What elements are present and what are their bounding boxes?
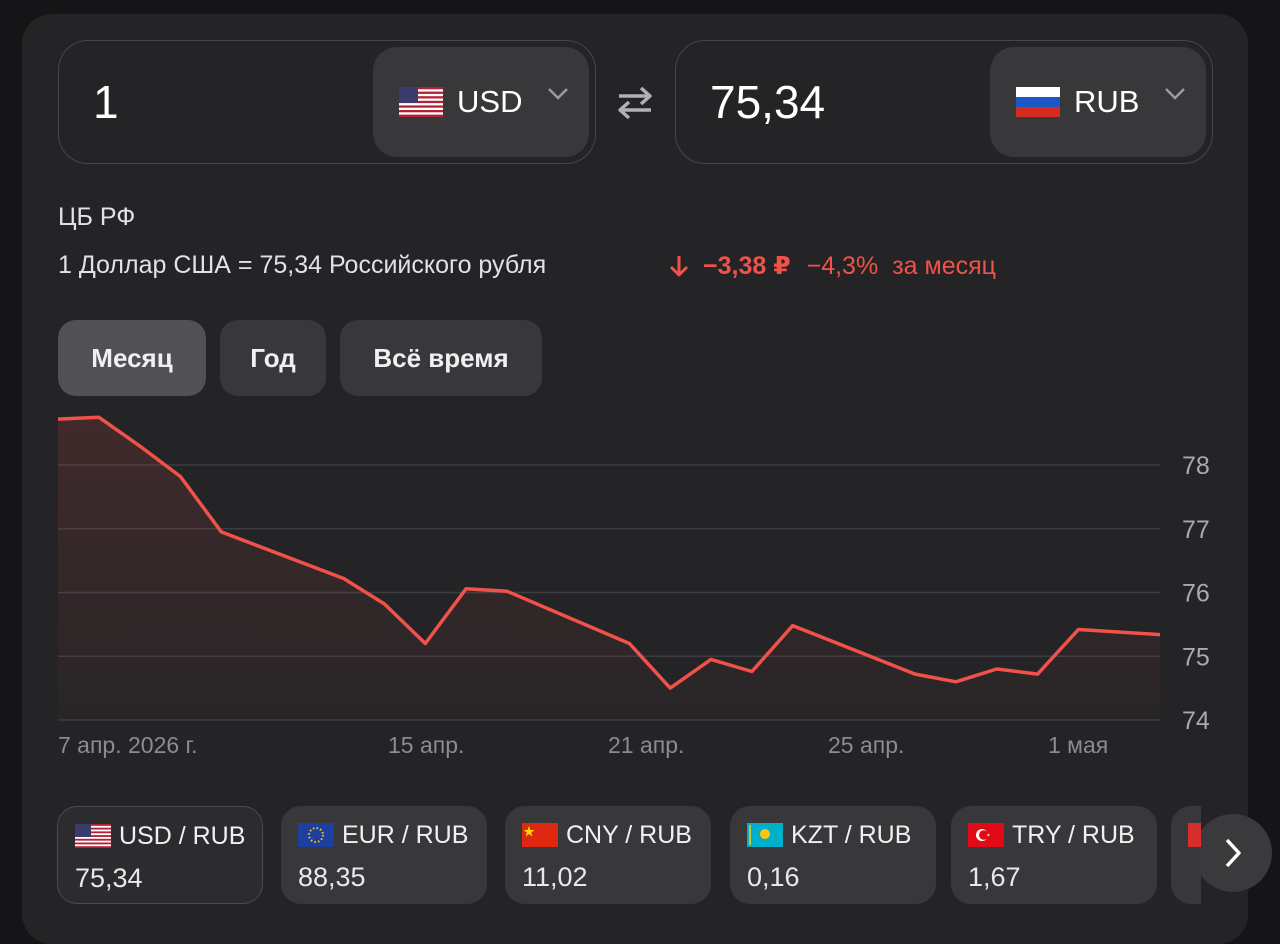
from-currency-code: USD — [457, 84, 523, 119]
pair-title: EUR / RUB — [298, 820, 487, 850]
chevron-down-icon — [547, 87, 569, 106]
change-period: за месяц — [892, 251, 996, 280]
ru-flag-icon — [1016, 87, 1060, 117]
x-tick-label: 21 апр. — [608, 732, 684, 758]
pair-title: USD / RUB — [75, 821, 262, 851]
from-amount-box: USD — [58, 40, 596, 164]
pair-card-try[interactable]: TRY / RUB 1,67 — [951, 806, 1157, 904]
pair-card-kzt[interactable]: KZT / RUB 0,16 — [730, 806, 936, 904]
pair-rate-value: 0,16 — [747, 862, 800, 892]
pair-card-cny[interactable]: CNY / RUB 11,02 — [505, 806, 711, 904]
us-flag-icon — [75, 824, 111, 848]
x-tick-label: 25 апр. — [828, 732, 904, 758]
pair-title: KZT / RUB — [747, 820, 936, 850]
rate-source-label: ЦБ РФ — [58, 203, 136, 231]
arrow-down-icon — [667, 253, 691, 279]
us-flag-icon — [399, 87, 443, 117]
pair-rate-value: 75,34 — [75, 863, 143, 893]
pair-title: TRY / RUB — [968, 820, 1157, 850]
rate-area — [58, 417, 1160, 720]
pair-rate-value: 11,02 — [522, 862, 588, 892]
kz-flag-icon — [747, 823, 783, 847]
pair-label: TRY / RUB — [1012, 820, 1135, 849]
x-tick-label: 1 мая — [1048, 732, 1108, 758]
change-percent: −4,3% — [806, 251, 879, 280]
pair-label: KZT / RUB — [791, 820, 912, 849]
pair-rate-value: 88,35 — [298, 862, 366, 892]
y-tick-label: 74 — [1182, 707, 1210, 735]
to-currency-code: RUB — [1074, 84, 1140, 119]
x-tick-label: 7 апр. 2026 г. — [58, 732, 198, 758]
change-absolute: −3,38 ₽ — [703, 252, 791, 280]
converter-card — [22, 14, 1248, 944]
flag-icon — [1188, 823, 1201, 847]
y-tick-label: 76 — [1182, 580, 1210, 608]
y-tick-label: 77 — [1182, 516, 1210, 544]
pair-title: CNY / RUB — [522, 820, 711, 850]
eu-flag-icon — [298, 823, 334, 847]
pair-label: CNY / RUB — [566, 820, 692, 849]
y-tick-label: 78 — [1182, 452, 1210, 480]
rate-chart: 74 75 76 77 78 7 апр. 2026 г. 15 апр. 21 апр. 2… — [57, 415, 1210, 758]
pair-rate-value: 1,67 — [968, 862, 1021, 892]
period-month-button[interactable]: Месяц — [58, 320, 206, 396]
to-amount-box: RUB — [675, 40, 1213, 164]
rate-line-series — [57, 415, 1161, 690]
to-currency-select[interactable]: RUB — [990, 47, 1206, 157]
period-year-button[interactable]: Год — [220, 320, 326, 396]
tr-flag-icon — [968, 823, 1004, 847]
chevron-right-icon — [1222, 836, 1244, 870]
y-tick-label: 75 — [1182, 643, 1210, 671]
from-currency-select[interactable]: USD — [373, 47, 589, 157]
next-pairs-button[interactable] — [1194, 814, 1272, 892]
from-amount-input[interactable] — [93, 41, 353, 163]
rate-change: −3,38 ₽ −4,3% за месяц — [667, 251, 996, 281]
pair-card-partial[interactable] — [1171, 806, 1201, 904]
to-amount-input[interactable] — [710, 41, 970, 163]
cn-flag-icon — [522, 823, 558, 847]
period-all-time-button[interactable]: Всё время — [340, 320, 542, 396]
swap-arrows-icon[interactable] — [613, 82, 657, 122]
pair-card-usd[interactable]: USD / RUB 75,34 — [57, 806, 263, 904]
rate-description: 1 Доллар США = 75,34 Российского рубля — [58, 251, 547, 279]
chevron-down-icon — [1164, 87, 1186, 106]
pair-label: USD / RUB — [119, 821, 246, 850]
x-tick-label: 15 апр. — [388, 732, 464, 758]
pair-card-eur[interactable]: EUR / RUB 88,35 — [281, 806, 487, 904]
pair-label: EUR / RUB — [342, 820, 469, 849]
